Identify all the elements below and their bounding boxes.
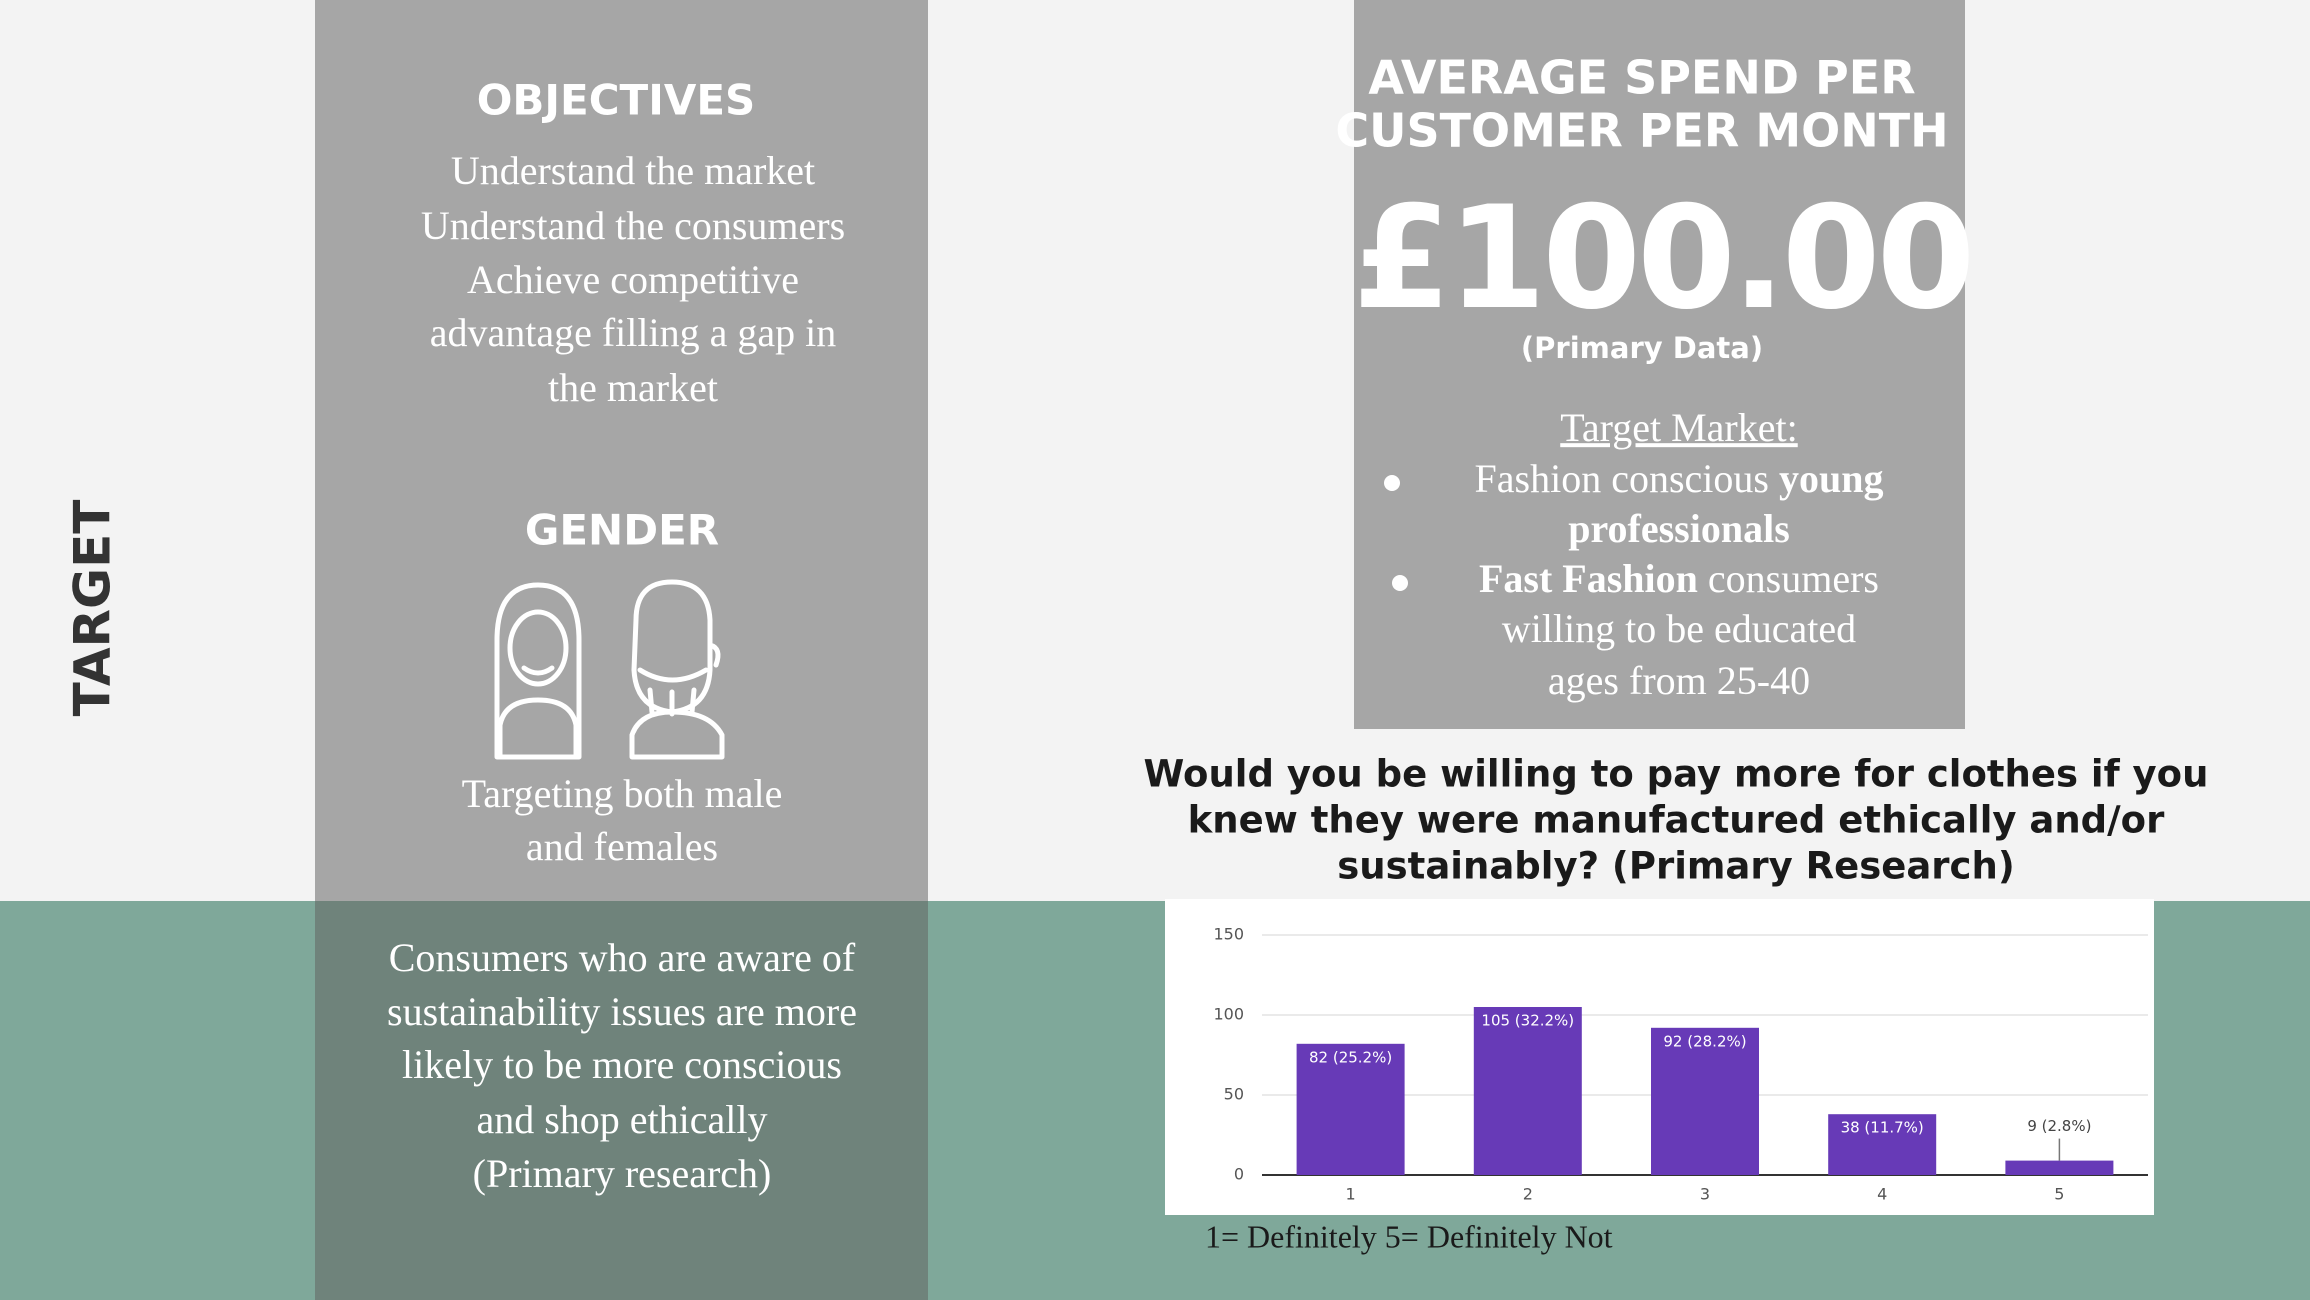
spend-panel (1354, 0, 1965, 729)
bullet-line: professionals (1568, 506, 1790, 551)
x-tick-label: 2 (1523, 1185, 1533, 1204)
female-hair (494, 582, 582, 760)
objective-line: advantage filling a gap in (430, 310, 837, 355)
gender-line: and females (526, 824, 718, 869)
objective-line: the market (548, 365, 718, 410)
gender-icons (494, 579, 725, 760)
question-line: knew they were manufactured ethically an… (1188, 799, 2165, 842)
insight-line: likely to be more conscious (402, 1042, 842, 1087)
bullet-run: willing to be educated (1502, 606, 1856, 651)
x-tick-label: 5 (2054, 1185, 2064, 1204)
bullet-run: consumers (1698, 556, 1879, 601)
value-label: 9 (2.8%) (2027, 1117, 2091, 1135)
value-label: 92 (28.2%) (1663, 1032, 1746, 1050)
spend-title: AVERAGE SPEND PER (1368, 51, 1915, 105)
bullet-dot (1384, 475, 1400, 491)
bullet-run: Fast Fashion (1479, 556, 1698, 601)
insight-line: (Primary research) (473, 1151, 772, 1196)
male-beard (637, 667, 709, 717)
gender-line: Targeting both male (462, 771, 783, 816)
spend-title: CUSTOMER PER MONTH (1335, 104, 1948, 158)
insight-line: and shop ethically (476, 1097, 767, 1142)
female-body (497, 697, 579, 760)
value-label: 105 (32.2%) (1481, 1012, 1574, 1030)
y-tick-label: 100 (1213, 1005, 1244, 1024)
y-tick-label: 0 (1234, 1165, 1244, 1184)
male-body (629, 709, 725, 760)
objectives-panel (315, 0, 928, 901)
bullet-line: Fast Fashion consumers (1479, 556, 1879, 601)
bullet-line: ages from 25-40 (1548, 658, 1810, 703)
objective-line: Achieve competitive (467, 257, 799, 302)
insight-panel (315, 901, 928, 1300)
bullet-dot (1392, 575, 1408, 591)
female-face (507, 609, 569, 687)
target-market-title: Target Market: (1560, 405, 1797, 450)
x-tick-label: 1 (1346, 1185, 1356, 1204)
bar (1651, 1027, 1759, 1175)
female-smile (521, 665, 555, 676)
spend-amount: £100.00 (1353, 176, 1972, 341)
x-tick-label: 4 (1877, 1185, 1887, 1204)
objectives-title: OBJECTIVES (477, 76, 756, 125)
bar (1296, 1043, 1405, 1175)
bar (1473, 1007, 1582, 1175)
y-tick-label: 50 (1224, 1085, 1244, 1104)
insight-line: Consumers who are aware of (389, 935, 856, 980)
male-ear (707, 642, 721, 668)
spend-source: (Primary Data) (1521, 331, 1763, 365)
bullet-run: ages from 25-40 (1548, 658, 1810, 703)
bullet-run: Fashion conscious (1475, 456, 1779, 501)
bullet-line: Fashion conscious young (1475, 456, 1884, 501)
objective-line: Understand the consumers (421, 203, 845, 248)
bar (2005, 1160, 2114, 1175)
y-tick-label: 150 (1213, 925, 1244, 944)
value-label: 38 (11.7%) (1841, 1119, 1924, 1137)
value-label: 82 (25.2%) (1309, 1048, 1392, 1066)
bar (1828, 1114, 1937, 1175)
bullet-run: professionals (1568, 506, 1790, 551)
footnote: 1= Definitely 5= Definitely Not (1205, 1218, 1613, 1254)
section-title: TARGET (64, 500, 122, 717)
insight-line: sustainability issues are more (387, 989, 857, 1034)
objective-line: Understand the market (451, 148, 815, 193)
bullet-run: young (1779, 456, 1884, 501)
question-line: sustainably? (Primary Research) (1337, 845, 2015, 888)
bullet-line: willing to be educated (1502, 606, 1856, 651)
x-tick-label: 3 (1700, 1185, 1710, 1204)
gender-title: GENDER (525, 506, 719, 555)
question-line: Would you be willing to pay more for clo… (1144, 753, 2209, 796)
